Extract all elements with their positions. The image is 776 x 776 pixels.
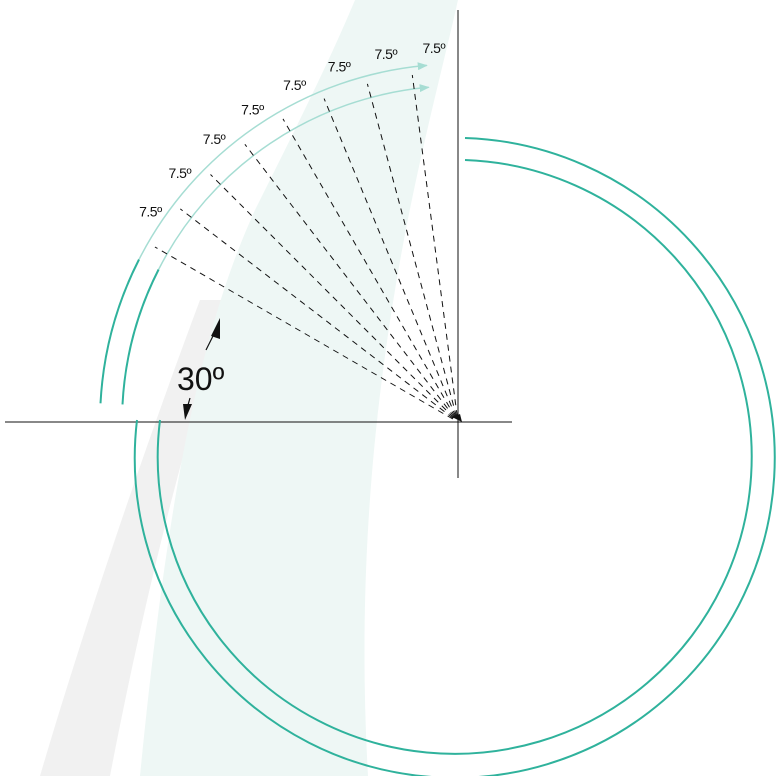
- partial-arcs: [99, 62, 430, 405]
- ray-37.5: [179, 208, 454, 419]
- ray-30: [154, 246, 454, 420]
- step-label: 7.5º: [169, 165, 192, 181]
- step-label: 7.5º: [203, 131, 226, 147]
- step-labels: 7.5º 7.5º 7.5º 7.5º 7.5º 7.5º 7.5º 7.5º: [139, 40, 446, 220]
- step-label: 7.5º: [423, 40, 446, 56]
- inner-partial-arc-light: [157, 84, 430, 270]
- ray-45: [210, 174, 455, 419]
- ray-82.5: [411, 74, 458, 417]
- angle-arrow-down-shaft: [187, 397, 191, 406]
- ray-67.5: [323, 98, 457, 417]
- step-label: 7.5º: [375, 46, 398, 62]
- dashed-rays: [154, 72, 459, 420]
- step-label: 7.5º: [139, 203, 162, 219]
- angle-arrow-up-head: [211, 318, 220, 339]
- step-label: 7.5º: [283, 77, 306, 93]
- gray-background-band: [40, 300, 230, 776]
- teal-background-band: [140, 0, 458, 776]
- main-angle-marker: 30º: [177, 318, 225, 420]
- ray-52.5: [244, 143, 455, 418]
- center-mark: [452, 414, 462, 422]
- angle-arrow-down-head: [183, 404, 192, 420]
- inner-partial-arc-teal: [121, 269, 160, 405]
- inner-circle-arc: [156, 159, 753, 755]
- step-label: 7.5º: [328, 59, 351, 75]
- angle-arrow-up-shaft: [205, 333, 215, 351]
- ray-60: [282, 118, 456, 418]
- outer-circle-arc: [133, 137, 776, 776]
- main-angle-label: 30º: [177, 361, 225, 397]
- step-label: 7.5º: [241, 101, 264, 117]
- outer-partial-arc-teal: [99, 259, 140, 404]
- outer-partial-arc-light: [138, 62, 428, 260]
- ray-75: [366, 83, 457, 417]
